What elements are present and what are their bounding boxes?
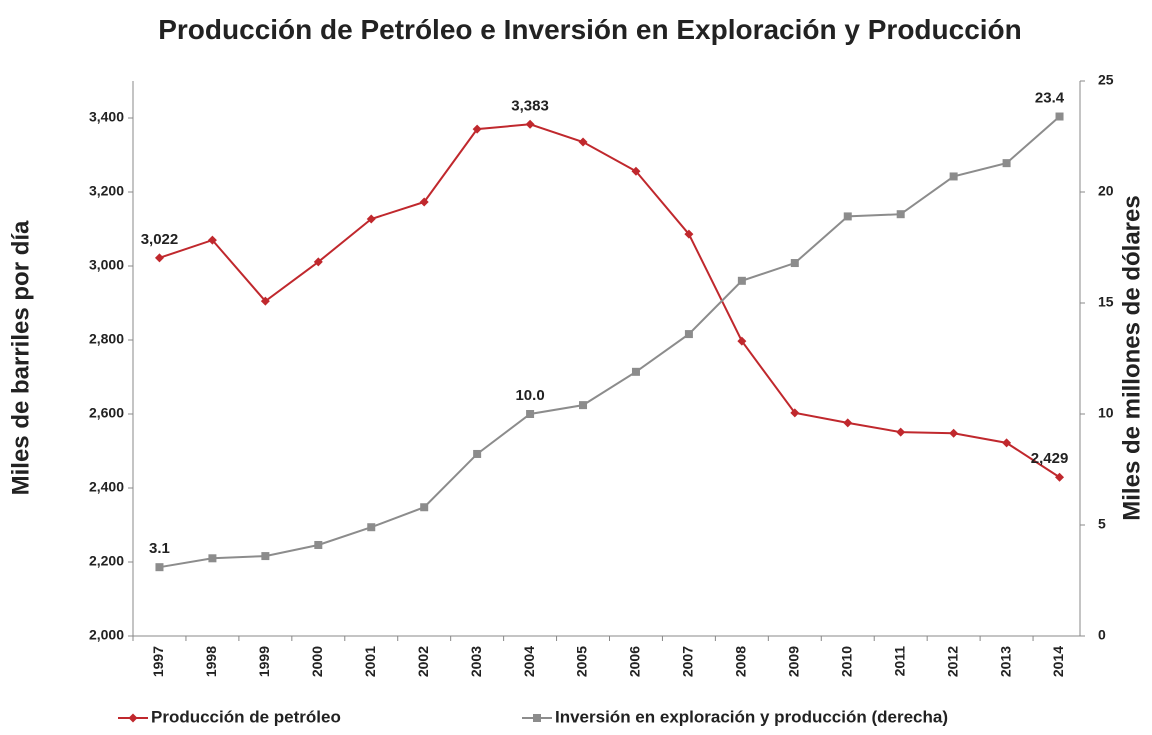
data-label: 2,429: [1031, 450, 1069, 467]
data-label: 23.4: [1035, 89, 1065, 106]
data-point: [1002, 159, 1011, 168]
y-tick-label: 2,000: [89, 627, 124, 643]
data-point: [367, 523, 376, 532]
x-tick-label: 2000: [309, 646, 325, 677]
legend-marker: [533, 714, 541, 722]
x-tick-label: 2010: [838, 646, 854, 677]
data-label: 3,022: [141, 231, 179, 248]
data-point: [207, 235, 217, 245]
data-point: [684, 330, 693, 339]
series-line: [159, 123, 1061, 479]
data-label: 3,383: [511, 97, 549, 114]
data-point: [949, 172, 958, 181]
y-tick-label: 2,400: [89, 479, 124, 495]
data-point: [737, 336, 747, 346]
data-point: [684, 229, 694, 239]
data-label: 10.0: [515, 387, 544, 404]
data-point: [737, 276, 746, 285]
y2-tick-label: 20: [1098, 183, 1114, 199]
data-point: [631, 367, 640, 376]
legend-label: Producción de petróleo: [151, 707, 341, 726]
data-point: [419, 197, 429, 207]
legend-marker: [128, 713, 138, 723]
y2-tick-label: 0: [1098, 627, 1106, 643]
data-point: [790, 408, 800, 418]
y2-tick-label: 10: [1098, 405, 1114, 421]
data-point: [260, 296, 270, 306]
x-tick-label: 2014: [1050, 646, 1066, 677]
x-tick-label: 2001: [362, 646, 378, 677]
legend-label: Inversión en exploración y producción (d…: [555, 707, 948, 726]
x-tick-label: 2008: [733, 646, 749, 677]
data-point: [525, 119, 535, 129]
data-point: [208, 554, 217, 563]
data-point: [155, 563, 164, 572]
data-point: [154, 253, 164, 263]
data-point: [631, 166, 641, 176]
data-point: [790, 259, 799, 268]
data-point: [1055, 472, 1065, 482]
x-tick-label: 1998: [203, 646, 219, 677]
y-tick-label: 3,000: [89, 257, 124, 273]
x-tick-label: 1999: [256, 646, 272, 677]
x-tick-label: 2003: [468, 646, 484, 677]
data-label: 3.1: [149, 540, 170, 557]
data-point: [473, 449, 482, 458]
data-point: [366, 214, 376, 224]
x-tick-label: 1997: [150, 646, 166, 677]
y-tick-label: 3,200: [89, 183, 124, 199]
x-tick-label: 2005: [574, 646, 590, 677]
data-point: [579, 401, 588, 410]
data-point: [896, 427, 906, 437]
data-point: [472, 124, 482, 134]
y2-tick-label: 25: [1098, 72, 1114, 88]
series-line: [159, 115, 1061, 569]
x-tick-label: 2006: [627, 646, 643, 677]
y2-tick-label: 5: [1098, 516, 1106, 532]
data-point: [896, 210, 905, 219]
x-tick-label: 2004: [521, 646, 537, 677]
data-point: [261, 552, 270, 561]
data-point: [1055, 112, 1064, 121]
data-point: [949, 428, 959, 438]
y2-tick-label: 15: [1098, 294, 1114, 310]
data-point: [526, 410, 535, 418]
data-point: [420, 503, 429, 512]
x-tick-label: 2011: [891, 646, 907, 677]
x-tick-label: 2002: [415, 646, 431, 677]
y-tick-label: 2,800: [89, 331, 124, 347]
y-tick-label: 2,600: [89, 405, 124, 421]
x-tick-label: 2009: [786, 646, 802, 677]
data-point: [578, 137, 588, 147]
data-point: [314, 540, 323, 549]
x-tick-label: 2007: [680, 646, 696, 677]
x-tick-label: 2012: [944, 646, 960, 677]
y-tick-label: 3,400: [89, 109, 124, 125]
data-point: [313, 257, 323, 267]
chart-title: Producción de Petróleo e Inversión en Ex…: [158, 14, 1022, 45]
data-point: [843, 418, 853, 428]
y-tick-label: 2,200: [89, 553, 124, 569]
y-axis-title: Miles de barriles por día: [7, 220, 34, 495]
data-point: [1002, 438, 1012, 448]
data-point: [843, 212, 852, 221]
x-tick-label: 2013: [997, 646, 1013, 677]
y2-axis-title: Miles de millones de dólares: [1118, 195, 1145, 520]
